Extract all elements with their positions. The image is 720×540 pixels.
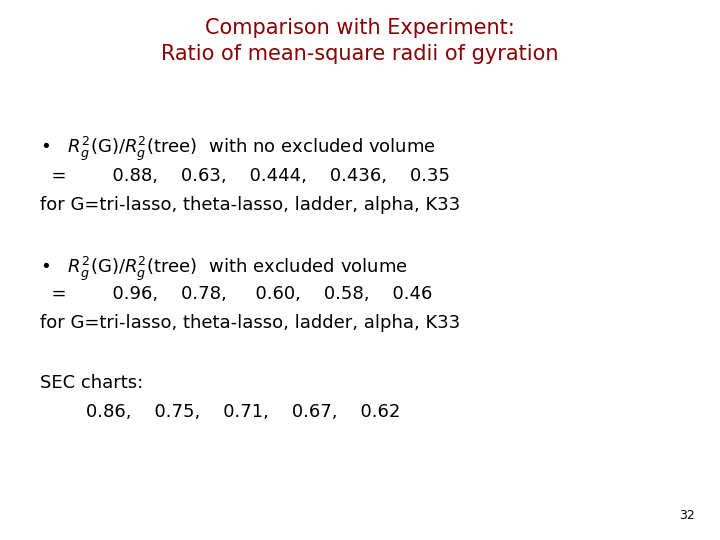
Text: Comparison with Experiment:
Ratio of mean-square radii of gyration: Comparison with Experiment: Ratio of mea…	[161, 18, 559, 64]
Text: =        0.96,    0.78,     0.60,    0.58,    0.46: = 0.96, 0.78, 0.60, 0.58, 0.46	[40, 285, 433, 303]
Text: •   $R_g^2$(G)/$R_g^2$(tree)  with excluded volume: • $R_g^2$(G)/$R_g^2$(tree) with excluded…	[40, 255, 408, 284]
Text: =        0.88,    0.63,    0.444,    0.436,    0.35: = 0.88, 0.63, 0.444, 0.436, 0.35	[40, 167, 450, 185]
Text: for G=tri-lasso, theta-lasso, ladder, alpha, K33: for G=tri-lasso, theta-lasso, ladder, al…	[40, 196, 460, 214]
Text: 0.86,    0.75,    0.71,    0.67,    0.62: 0.86, 0.75, 0.71, 0.67, 0.62	[40, 403, 400, 421]
Text: •   $R_g^2$(G)/$R_g^2$(tree)  with no excluded volume: • $R_g^2$(G)/$R_g^2$(tree) with no exclu…	[40, 135, 436, 163]
Text: for G=tri-lasso, theta-lasso, ladder, alpha, K33: for G=tri-lasso, theta-lasso, ladder, al…	[40, 314, 460, 332]
Text: 32: 32	[679, 509, 695, 522]
Text: SEC charts:: SEC charts:	[40, 374, 143, 392]
